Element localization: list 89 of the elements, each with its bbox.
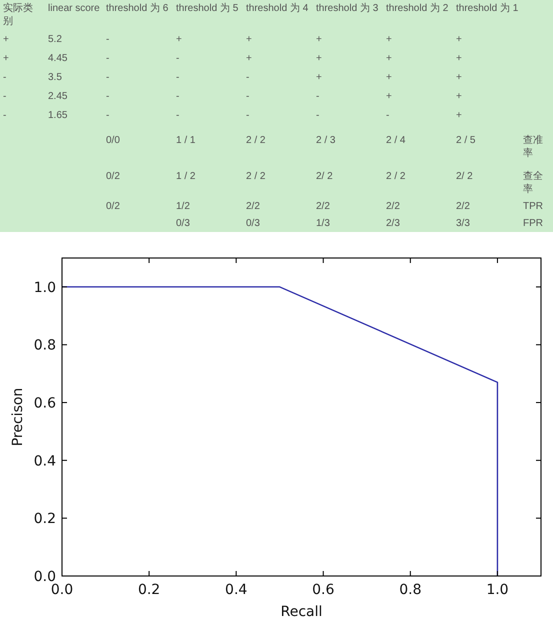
text: 2/2 bbox=[316, 201, 330, 212]
text: 2/2 bbox=[246, 201, 260, 212]
text: - bbox=[316, 110, 320, 121]
text: - bbox=[176, 72, 180, 83]
text: 1 / 2 bbox=[176, 171, 196, 182]
x-tick-label: 1.0 bbox=[486, 582, 509, 598]
text: - bbox=[386, 110, 390, 121]
y-tick-label: 0.8 bbox=[34, 338, 56, 354]
text: 5.2 bbox=[48, 34, 62, 45]
text: 1 / 1 bbox=[176, 135, 196, 146]
category-label: threshold 为 1 bbox=[455, 2, 520, 16]
text: - bbox=[316, 91, 320, 102]
text: 2/ 2 bbox=[316, 171, 333, 182]
text: 1.65 bbox=[48, 110, 68, 121]
category-label: threshold 为 5 bbox=[175, 2, 240, 16]
y-tick-label: 1.0 bbox=[34, 280, 56, 296]
text: 2 / 2 bbox=[246, 135, 266, 146]
text: - bbox=[176, 53, 180, 64]
text: 0/0 bbox=[106, 135, 120, 146]
category-label: threshold 为 4 bbox=[245, 2, 310, 16]
text: + bbox=[386, 34, 392, 45]
text: 查准率 bbox=[523, 135, 543, 159]
text: - bbox=[246, 91, 250, 102]
text: 0/2 bbox=[106, 201, 120, 212]
text: 2 / 4 bbox=[386, 135, 406, 146]
y-tick-label: 0.6 bbox=[34, 396, 56, 412]
text: 2 / 2 bbox=[246, 171, 266, 182]
text: + bbox=[456, 91, 462, 102]
text: + bbox=[456, 72, 462, 83]
text: 2 / 5 bbox=[456, 135, 476, 146]
text: + bbox=[316, 34, 322, 45]
text: - bbox=[176, 110, 180, 121]
text: 查全率 bbox=[523, 171, 543, 195]
text: FPR bbox=[523, 218, 543, 229]
text: + bbox=[246, 34, 252, 45]
text: - bbox=[3, 91, 6, 102]
y-tick-label: 0.4 bbox=[34, 453, 56, 470]
x-tick-label: 0.4 bbox=[225, 582, 248, 598]
text: + bbox=[386, 53, 392, 64]
text: + bbox=[316, 72, 322, 83]
x-tick-label: 0.8 bbox=[399, 582, 422, 598]
text: 0/3 bbox=[246, 218, 260, 229]
text: 2/2 bbox=[456, 201, 470, 212]
x-tick-label: 0.6 bbox=[312, 582, 334, 598]
text: 0/2 bbox=[106, 171, 120, 182]
text: 3/3 bbox=[456, 218, 470, 229]
text: 3.5 bbox=[48, 72, 62, 83]
text: - bbox=[106, 110, 110, 121]
text: + bbox=[386, 72, 392, 83]
category-label: threshold 为 3 bbox=[315, 2, 380, 16]
y-tick-label: 0.2 bbox=[34, 511, 56, 528]
text: 2/2 bbox=[386, 201, 400, 212]
category-label: linear score bbox=[47, 2, 101, 16]
x-tick-label: 0.0 bbox=[50, 582, 74, 598]
text: + bbox=[456, 53, 462, 64]
text: TPR bbox=[523, 201, 543, 212]
text: - bbox=[246, 72, 250, 83]
text: + bbox=[3, 34, 9, 45]
text: - bbox=[106, 53, 110, 64]
text: - bbox=[106, 34, 110, 45]
text: - bbox=[106, 91, 110, 102]
text: - bbox=[176, 91, 180, 102]
text: 0/3 bbox=[176, 218, 190, 229]
text: - bbox=[3, 72, 6, 83]
text: - bbox=[106, 72, 110, 83]
text: + bbox=[3, 53, 9, 64]
text: + bbox=[386, 91, 392, 102]
text: + bbox=[176, 34, 182, 45]
text: 2.45 bbox=[48, 91, 68, 102]
y-tick-label: 0.0 bbox=[34, 569, 56, 585]
text: 1/2 bbox=[176, 201, 190, 212]
x-tick-label: 0.2 bbox=[138, 582, 160, 598]
x-axis-title: Recall bbox=[280, 604, 322, 620]
text: 2/3 bbox=[386, 218, 400, 229]
y-axis-title: Precison bbox=[10, 388, 26, 446]
category-label: 实际类别 bbox=[2, 2, 34, 29]
text: - bbox=[3, 110, 6, 121]
text: - bbox=[246, 110, 250, 121]
text: 1/3 bbox=[316, 218, 330, 229]
category-label: threshold 为 2 bbox=[385, 2, 450, 16]
text: + bbox=[456, 34, 462, 45]
text: 2/ 2 bbox=[456, 171, 473, 182]
text: + bbox=[456, 110, 462, 121]
text: + bbox=[316, 53, 322, 64]
text: 2 / 3 bbox=[316, 135, 336, 146]
text: + bbox=[246, 53, 252, 64]
text: 2 / 2 bbox=[386, 171, 406, 182]
text: 4.45 bbox=[48, 53, 68, 64]
category-label: threshold 为 6 bbox=[105, 2, 170, 16]
